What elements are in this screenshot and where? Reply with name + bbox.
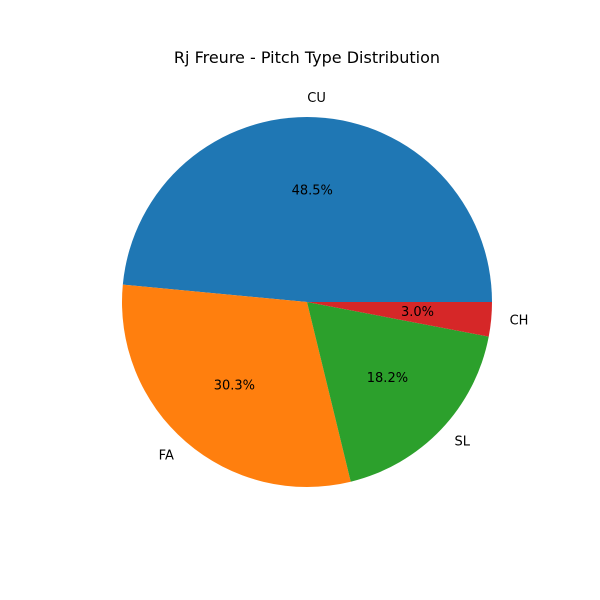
pct-label-ch: 3.0% bbox=[401, 305, 434, 320]
slice-label-fa: FA bbox=[159, 448, 174, 463]
pie-labels: CU 48.5% FA 30.3% SL 18.2% CH 3.0% bbox=[159, 91, 529, 463]
pie-slice-fa bbox=[121, 284, 351, 487]
slice-label-cu: CU bbox=[307, 91, 326, 106]
slice-label-sl: SL bbox=[454, 435, 470, 450]
slice-label-ch: CH bbox=[510, 314, 529, 329]
chart-title: Rj Freure - Pitch Type Distribution bbox=[174, 48, 440, 67]
pie-slice-cu bbox=[122, 116, 492, 302]
pct-label-fa: 30.3% bbox=[214, 378, 255, 393]
pct-label-cu: 48.5% bbox=[292, 184, 333, 199]
pie-slices bbox=[121, 116, 492, 487]
pie-slice-sl bbox=[307, 302, 489, 482]
pct-label-sl: 18.2% bbox=[367, 371, 408, 386]
pie-slice-ch bbox=[307, 302, 492, 337]
